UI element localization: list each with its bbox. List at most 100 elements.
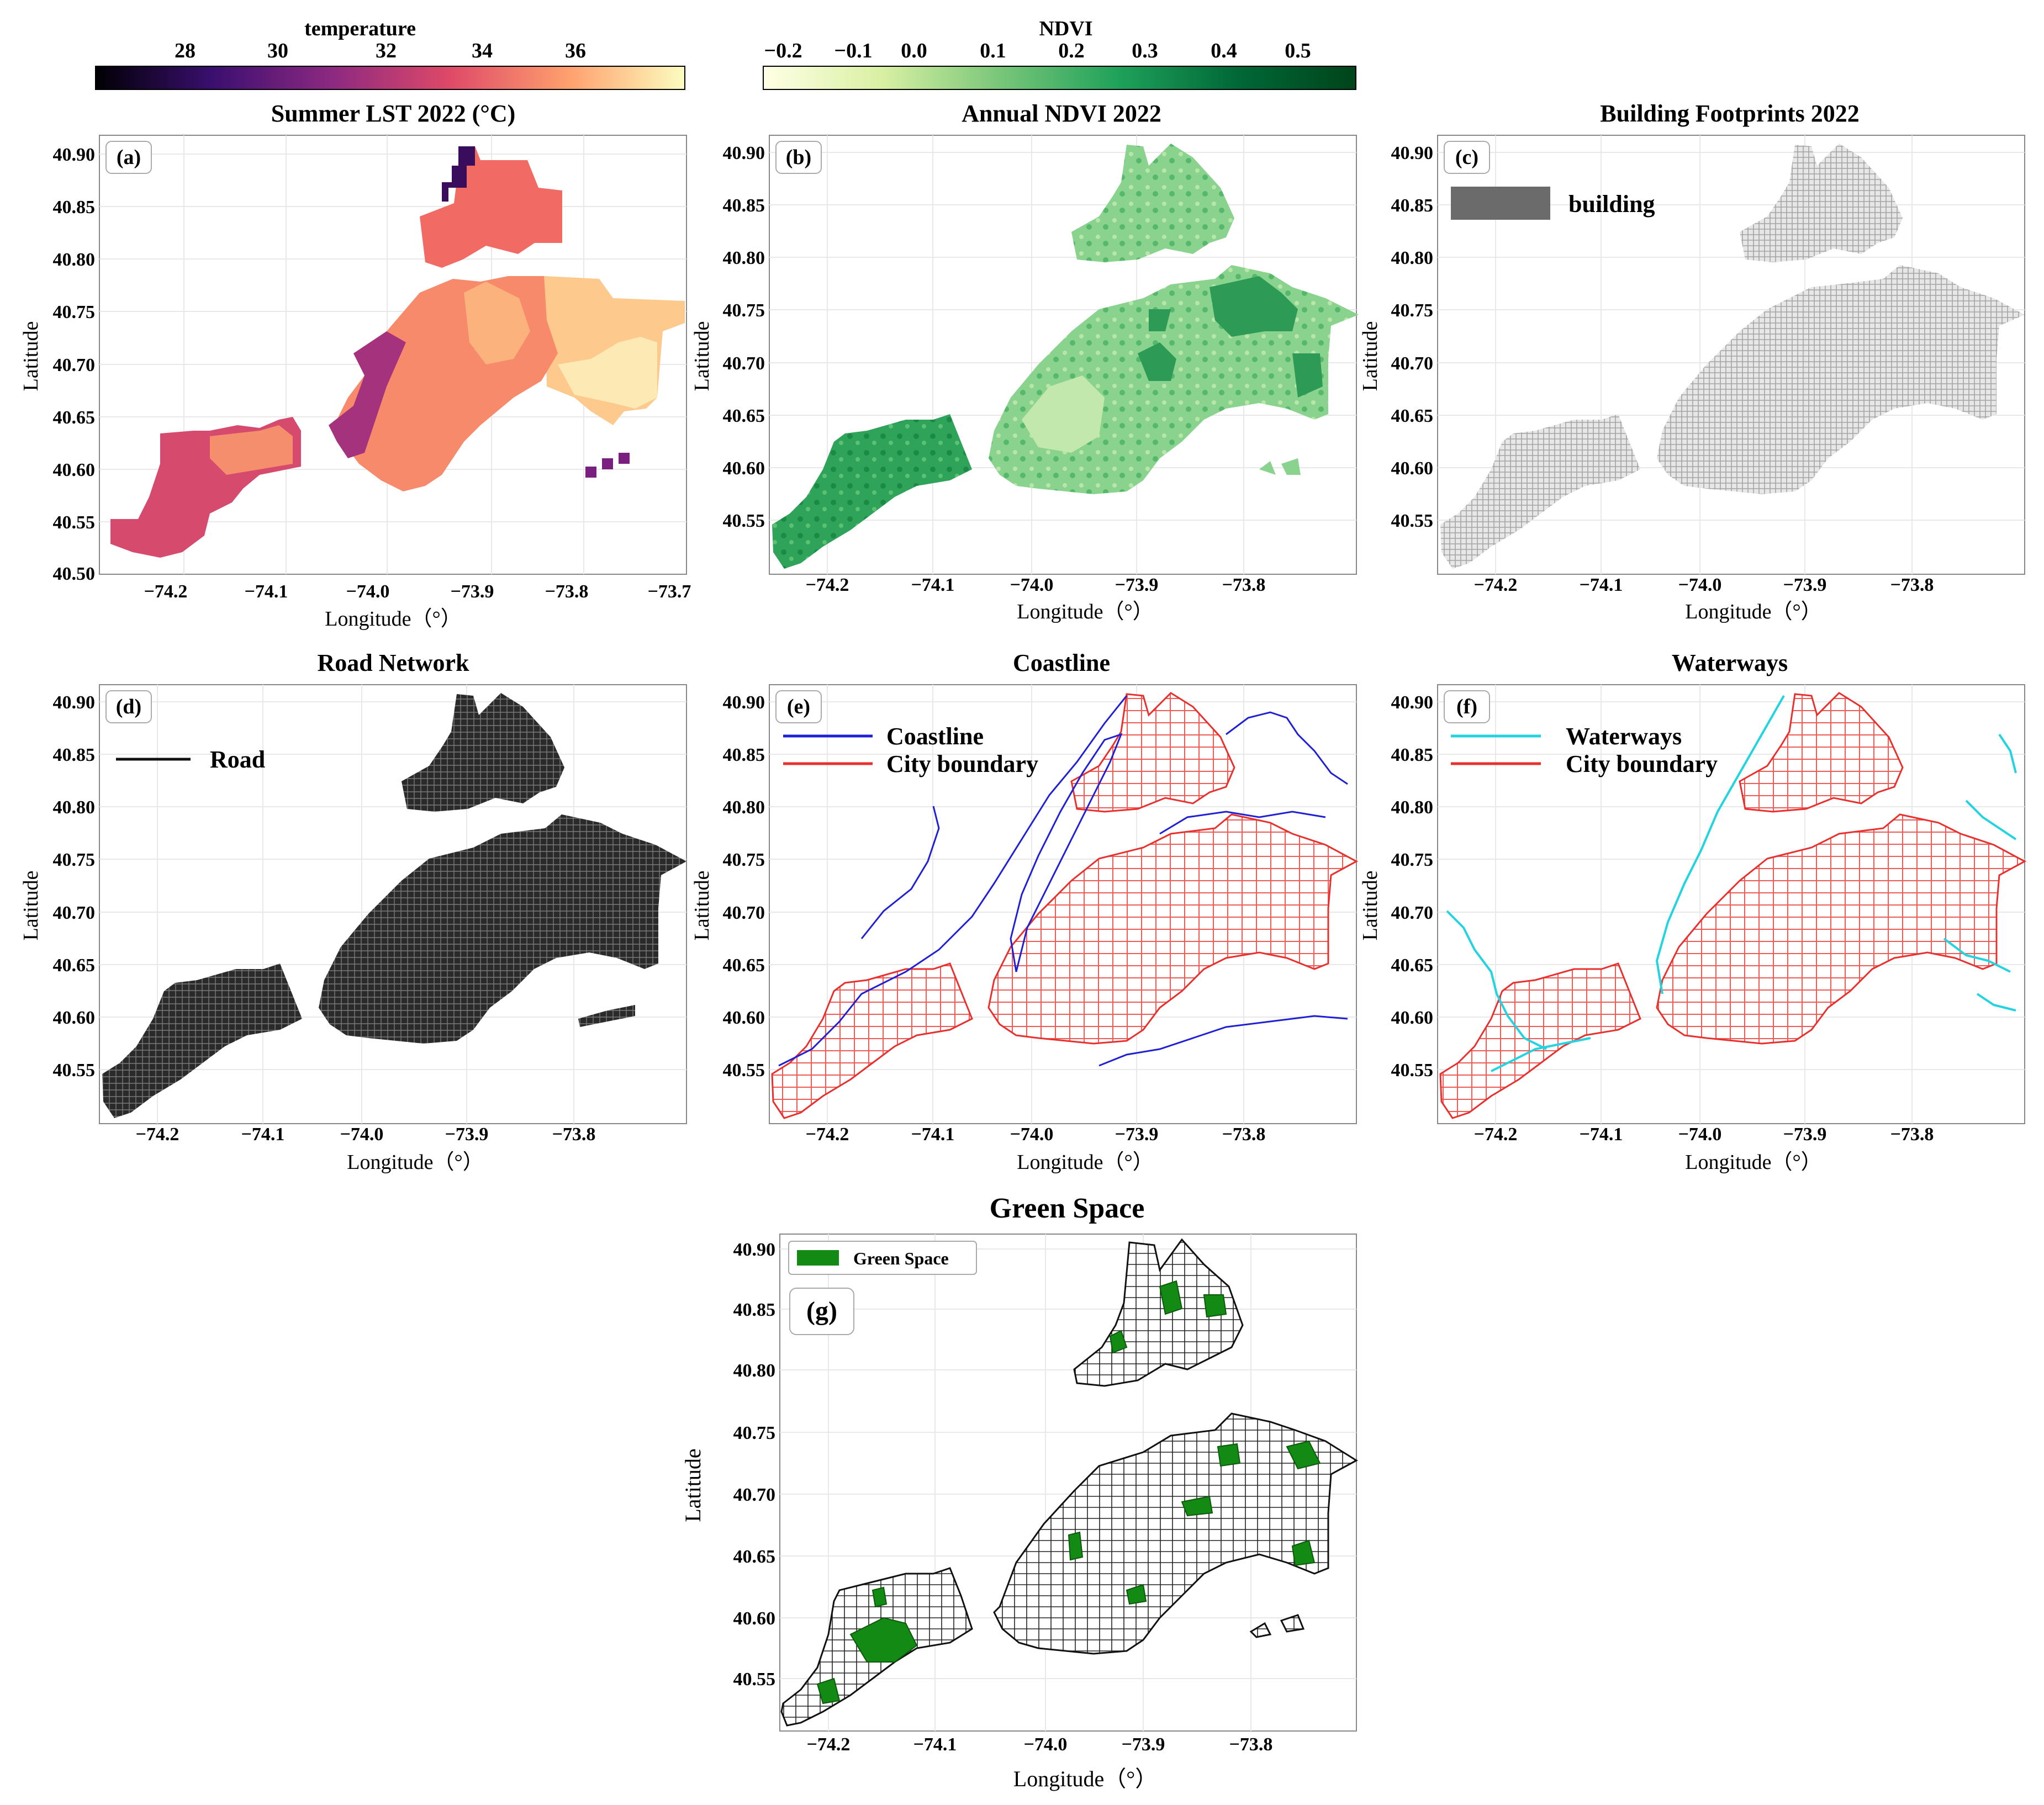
- waterways-legend-label: Waterways: [1566, 723, 1682, 750]
- ndvi-rockaway-bits: [1259, 458, 1301, 475]
- panel-f: Waterways Waterways: [1359, 649, 2027, 1174]
- panel-e-xticks: −74.2 −74.1 −74.0 −73.9 −73.8: [806, 1124, 1266, 1145]
- x-tick: −74.2: [806, 575, 849, 595]
- city-bronx: [1070, 692, 1235, 813]
- green-space-legend-swatch: [797, 1250, 839, 1266]
- panel-f-legend: Waterways City boundary: [1451, 723, 1718, 777]
- green-space-legend-label: Green Space: [853, 1248, 949, 1268]
- coastline-east-bronx: [1226, 711, 1348, 785]
- x-tick: −74.2: [1474, 575, 1518, 595]
- panel-e-ylabel: Latitude: [690, 871, 714, 941]
- panel-b-yticks: 40.90 40.85 40.80 40.75 40.70 40.65 40.6…: [723, 143, 765, 531]
- panel-c-title: Building Footprints 2022: [1600, 100, 1859, 127]
- y-tick: 40.75: [723, 850, 765, 870]
- green-brooklyn-1: [1068, 1531, 1084, 1561]
- lst-staten-warm-north: [210, 425, 293, 475]
- coastline-legend-label: Coastline: [886, 723, 984, 750]
- ndvi-brooklyn-light-core: [1022, 375, 1105, 453]
- green-queens-2: [1217, 1443, 1241, 1467]
- x-tick: −73.8: [1890, 575, 1934, 595]
- y-tick: 40.80: [723, 797, 765, 818]
- roads-bronx: [402, 693, 564, 812]
- panel-b-tag: (b): [775, 141, 822, 174]
- buildings-staten: [1440, 414, 1640, 569]
- y-tick: 40.65: [53, 407, 96, 428]
- y-tick: 40.85: [1391, 195, 1434, 216]
- panel-g-legend: Green Space: [788, 1241, 977, 1275]
- panel-d-legend: Road: [116, 746, 265, 773]
- ndvi-tick: 0.1: [980, 39, 1006, 62]
- panel-c-xlabel: Longitude（°）: [1685, 600, 1821, 623]
- y-tick: 40.60: [723, 1008, 765, 1028]
- y-tick: 40.90: [53, 145, 96, 165]
- panel-g-ylabel: Latitude: [680, 1448, 705, 1522]
- y-tick: 40.75: [53, 850, 96, 870]
- roads-queens-brooklyn: [319, 814, 686, 1044]
- panel-c: Building Footprints 2022 building (c) 40…: [1359, 100, 2025, 623]
- green-staten-3: [872, 1586, 888, 1608]
- panel-g-yticks: 40.90 40.85 40.80 40.75 40.70 40.65 40.6…: [733, 1240, 776, 1690]
- panel-c-xticks: −74.2 −74.1 −74.0 −73.9 −73.8: [1474, 575, 1934, 595]
- y-tick: 40.65: [1391, 406, 1434, 426]
- temperature-tick: 36: [565, 39, 586, 62]
- panel-b-xticks: −74.2 −74.1 −74.0 −73.9 −73.8: [806, 575, 1266, 595]
- lst-jamaica-bay-cells: [585, 453, 630, 478]
- green-brooklyn-2: [1126, 1584, 1147, 1605]
- panel-c-legend: building: [1451, 187, 1655, 220]
- x-tick: −74.2: [806, 1124, 849, 1145]
- buildings-bronx: [1740, 144, 1903, 262]
- roads-rockaway: [578, 1005, 635, 1027]
- y-tick: 40.55: [1391, 511, 1434, 531]
- panel-d-ylabel: Latitude: [19, 871, 43, 941]
- x-tick: −73.8: [1222, 575, 1266, 595]
- x-tick: −73.9: [451, 581, 494, 602]
- x-tick: −74.0: [1678, 1124, 1722, 1145]
- y-tick: 40.70: [53, 355, 96, 375]
- y-tick: 40.70: [53, 903, 96, 923]
- x-tick: −74.1: [911, 575, 955, 595]
- y-tick: 40.55: [1391, 1060, 1434, 1081]
- panel-d-tag-label: (d): [116, 695, 141, 718]
- panel-a-yticks: 40.90 40.85 40.80 40.75 40.70 40.65 40.6…: [53, 145, 96, 584]
- panel-b: Annual NDVI 2022 (b) 40.90 40.85 40.80: [690, 100, 1359, 623]
- x-tick: −74.2: [144, 581, 188, 602]
- y-tick: 40.55: [723, 1060, 765, 1081]
- panel-g-tag: (g): [789, 1288, 854, 1335]
- green-bronx-1: [1159, 1280, 1183, 1315]
- ndvi-bronx-region: [1071, 144, 1234, 262]
- panel-b-ylabel: Latitude: [690, 321, 714, 391]
- building-legend-label: building: [1568, 190, 1655, 218]
- y-tick: 40.60: [53, 1008, 96, 1028]
- y-tick: 40.75: [1391, 300, 1434, 321]
- city-queens-brooklyn: [1656, 813, 2027, 1045]
- green-staten-2: [816, 1677, 841, 1705]
- x-tick: −74.2: [1474, 1124, 1518, 1145]
- panel-a-tag: (a): [105, 141, 152, 174]
- lst-queens-hot-core: [558, 337, 657, 409]
- y-tick: 40.85: [723, 745, 765, 765]
- lst-bronx-region: [420, 146, 562, 268]
- y-tick: 40.80: [733, 1361, 776, 1381]
- panel-e-title: Coastline: [1013, 649, 1110, 676]
- panel-a-xticks: −74.2 −74.1 −74.0 −73.9 −73.8 −73.7: [144, 581, 691, 602]
- temperature-tick: 34: [472, 39, 493, 62]
- panel-d: Road Network Road (d) 40.90 40.85: [19, 649, 687, 1174]
- ndvi-tick: 0.0: [901, 39, 927, 62]
- y-tick: 40.80: [53, 797, 96, 818]
- panel-a-tag-label: (a): [117, 146, 141, 169]
- ndvi-colorbar-ticks: −0.2 −0.1 0.0 0.1 0.2 0.3 0.4 0.5: [764, 39, 1311, 62]
- waterway-nj-west: [1446, 910, 1547, 1050]
- x-tick: −74.1: [911, 1124, 955, 1145]
- temperature-tick: 30: [267, 39, 288, 62]
- y-tick: 40.90: [1391, 143, 1434, 163]
- panel-c-tag: (c): [1444, 141, 1490, 174]
- temperature-colorbar-label: temperature: [304, 17, 416, 40]
- ndvi-queens-dark-parks: [1138, 276, 1323, 398]
- x-tick: −73.8: [1222, 1124, 1266, 1145]
- x-tick: −73.8: [1229, 1734, 1273, 1755]
- y-tick: 40.60: [723, 458, 765, 479]
- y-tick: 40.80: [53, 250, 96, 270]
- panel-g-xticks: −74.2 −74.1 −74.0 −73.9 −73.8: [807, 1734, 1273, 1755]
- y-tick: 40.70: [733, 1485, 776, 1505]
- city-boundary-legend-label: City boundary: [1566, 750, 1718, 777]
